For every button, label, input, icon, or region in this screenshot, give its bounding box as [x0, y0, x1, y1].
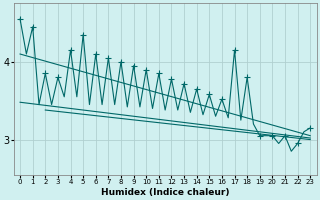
X-axis label: Humidex (Indice chaleur): Humidex (Indice chaleur)	[101, 188, 229, 197]
